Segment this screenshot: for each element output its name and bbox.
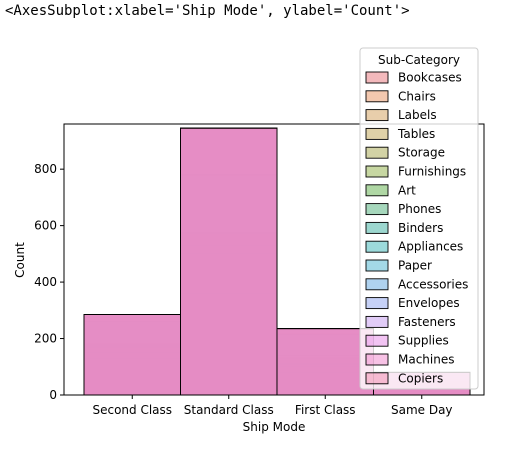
y-tick-label-0: 0 [49,388,57,402]
legend-swatch-storage [365,146,389,159]
legend-label-bookcases: Bookcases [398,71,462,85]
legend-swatch-copiers [365,372,389,385]
legend-swatch-phones [365,203,389,216]
legend-label-fasteners: Fasteners [398,315,456,329]
legend-label-binders: Binders [398,221,443,235]
y-axis-label: Count [13,242,27,278]
legend-swatch-machines [365,353,389,366]
legend-label-copiers: Copiers [398,371,443,385]
legend-swatch-appliances [365,240,389,253]
legend-swatch-accessories [365,278,389,291]
y-tick-label-200: 200 [34,332,57,346]
legend-label-supplies: Supplies [398,334,449,348]
y-tick-label-400: 400 [34,275,57,289]
legend-label-machines: Machines [398,353,454,367]
legend-swatch-paper [365,259,389,272]
y-tick-label-800: 800 [34,162,57,176]
legend-swatch-furnishings [365,165,389,178]
legend-label-chairs: Chairs [398,89,436,103]
legend-swatch-labels [365,109,389,122]
output-repr-text: <AxesSubplot:xlabel='Ship Mode', ylabel=… [5,3,410,19]
legend-label-tables: Tables [397,127,435,141]
legend-swatch-bookcases [365,71,389,84]
bar-copiers-1 [180,127,278,396]
legend-swatch-supplies [365,334,389,347]
legend-label-furnishings: Furnishings [398,165,466,179]
legend-label-art: Art [398,183,416,197]
x-tick-label-0: Second Class [92,403,172,417]
legend-label-phones: Phones [398,202,441,216]
legend-items: Bookcases Chairs Labels Tables Storage Furnis… [365,71,468,385]
bar-copiers-2 [276,328,374,396]
legend-label-appliances: Appliances [398,240,463,254]
legend-label-envelopes: Envelopes [398,296,460,310]
legend-box [359,47,479,390]
x-tick-label-1: Standard Class [184,403,274,417]
x-axis-label: Ship Mode [243,420,306,434]
x-tick-label-3: Same Day [391,403,453,417]
bars-layer [83,127,471,396]
legend-title: Sub-Category [378,53,460,67]
legend-swatch-chairs [365,90,389,103]
legend-swatch-envelopes [365,297,389,310]
legend-label-accessories: Accessories [398,277,468,291]
legend: Sub-Category Bookcases Chairs Labels Tables… [359,47,479,390]
legend-swatch-binders [365,221,389,234]
bar-copiers-0 [83,314,181,396]
y-axis: 0 200 400 600 800 [34,162,64,402]
legend-swatch-tables [365,127,389,140]
legend-swatch-art [365,184,389,197]
legend-label-storage: Storage [398,146,445,160]
axes-frame [63,123,485,396]
legend-swatch-fasteners [365,315,389,328]
y-tick-label-600: 600 [34,219,57,233]
legend-label-paper: Paper [398,259,432,273]
legend-label-labels: Labels [398,108,437,122]
x-tick-label-2: First Class [295,403,356,417]
x-axis: Second Class Standard Class First Class Sam… [92,395,453,417]
